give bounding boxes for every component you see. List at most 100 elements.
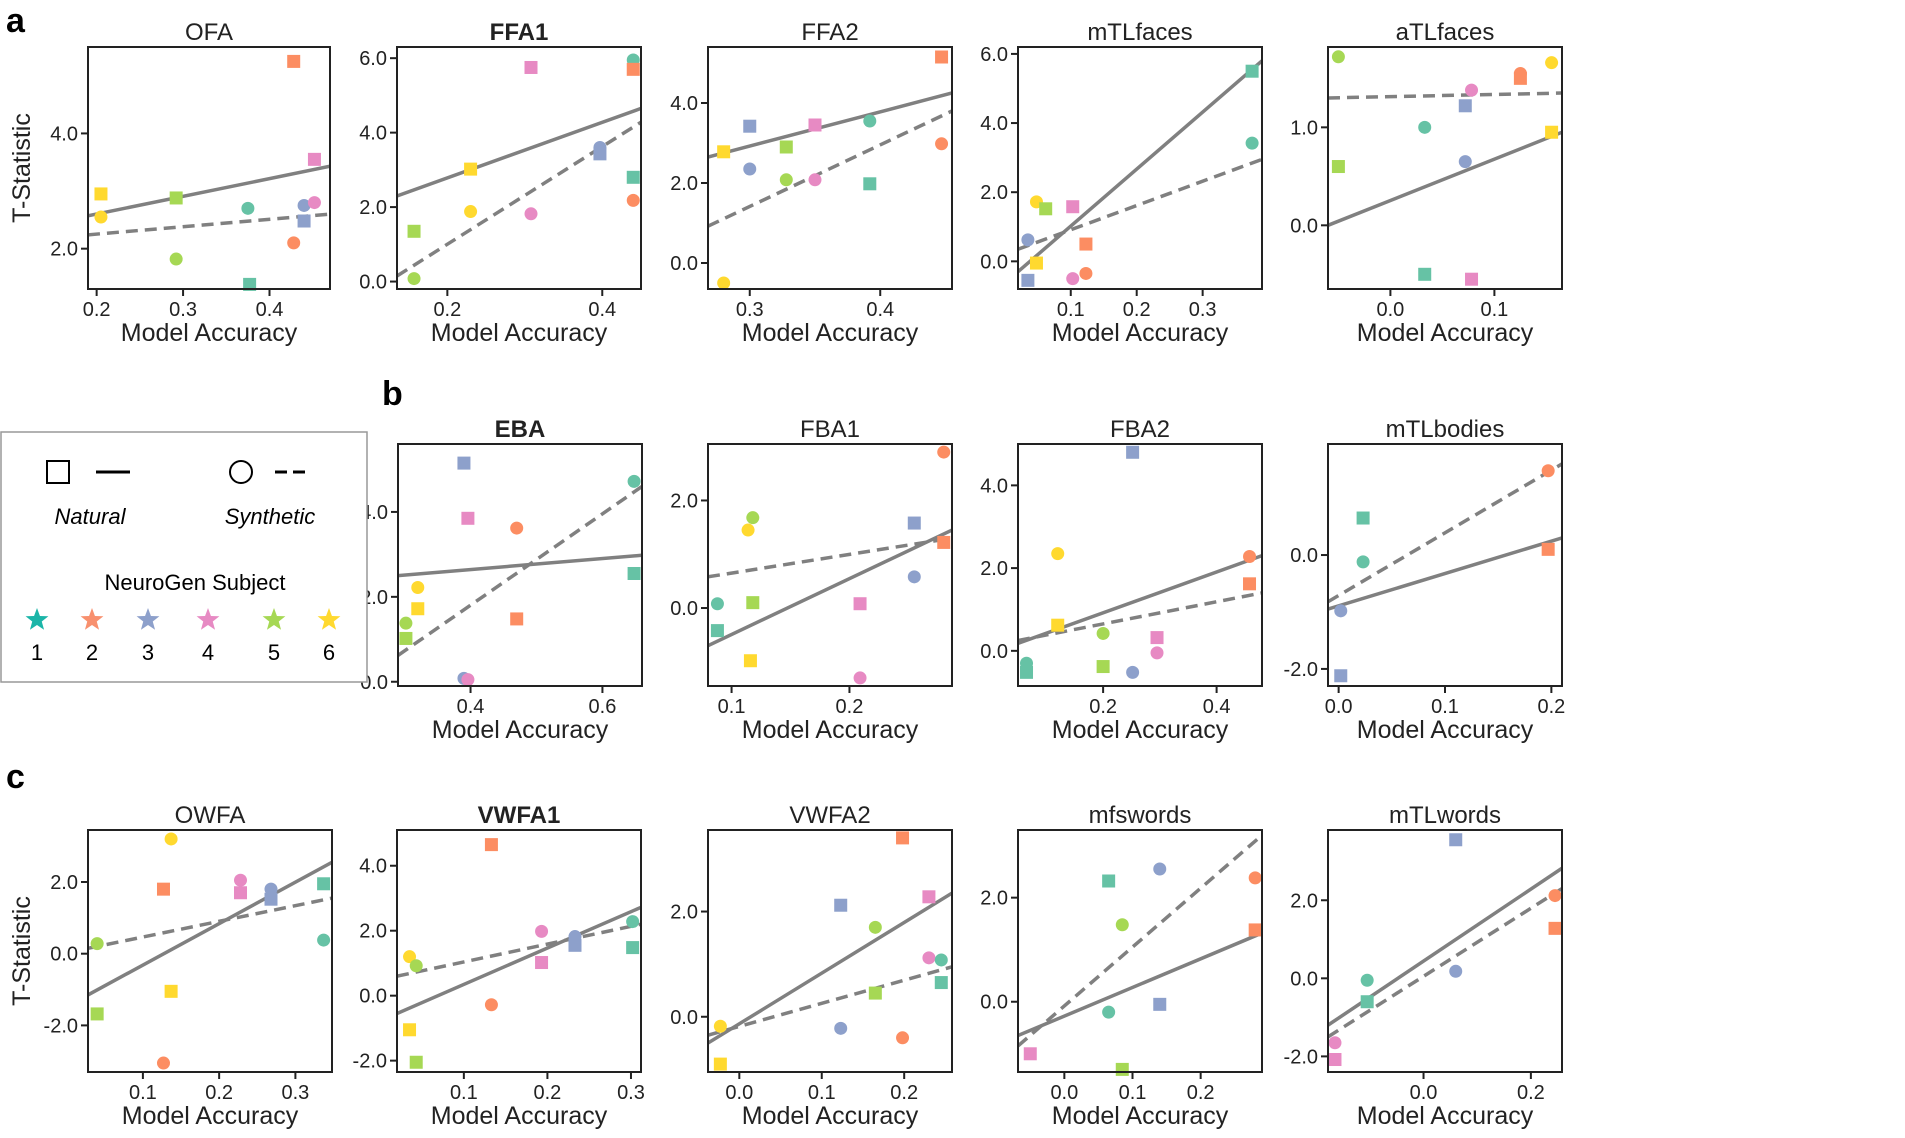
- point-natural-subject-5: [90, 1007, 104, 1021]
- y-tick-label: 0.0: [670, 598, 698, 620]
- point-natural-subject-1: [626, 170, 640, 184]
- x-tick-label: 0.0: [1325, 696, 1353, 718]
- legend-star-subject-3: [136, 608, 160, 630]
- point-synthetic-subject-6: [713, 1019, 727, 1033]
- point-synthetic-subject-2: [937, 445, 951, 459]
- legend-subject-label-5: 5: [268, 640, 280, 665]
- subplot-title: FFA1: [490, 19, 549, 46]
- axes-frame: [1327, 829, 1563, 1073]
- point-natural-subject-3: [1449, 833, 1463, 847]
- natural-fit-line: [397, 905, 641, 1016]
- subplot-title: OWFA: [175, 802, 246, 829]
- natural-fit-line: [1328, 130, 1562, 227]
- x-tick-label: 0.1: [808, 1082, 836, 1104]
- point-synthetic-subject-5: [409, 959, 423, 973]
- natural-fit-line: [708, 891, 952, 1045]
- y-tick-label: 6.0: [359, 48, 387, 70]
- axes-frame: [1017, 46, 1263, 290]
- point-natural-subject-6: [717, 145, 731, 159]
- point-synthetic-subject-1: [1245, 136, 1259, 150]
- point-natural-subject-6: [164, 984, 178, 998]
- point-synthetic-subject-5: [1331, 50, 1345, 64]
- y-axis-label: T-Statistic: [8, 113, 36, 223]
- legend-star-subject-6: [317, 608, 341, 630]
- point-natural-subject-1: [1418, 267, 1432, 281]
- legend-synthetic-label: Synthetic: [225, 504, 316, 529]
- point-natural-subject-2: [156, 882, 170, 896]
- x-tick-label: 0.0: [1376, 299, 1404, 321]
- subplot-atlfaces: 0.0 0.1 0.0 1.0 aTLfaces Model Accuracy: [1290, 19, 1563, 347]
- subplot-ffa1: 0.2 0.4 0.0 2.0 4.0 6.0 FFA1 Model Accuracy: [359, 19, 642, 347]
- y-tick-label: 0.0: [1290, 545, 1318, 567]
- x-tick-label: 0.2: [836, 696, 864, 718]
- point-synthetic-subject-3: [1458, 155, 1472, 169]
- point-synthetic-subject-4: [1066, 272, 1080, 286]
- point-natural-subject-5: [1115, 1062, 1129, 1076]
- point-natural-subject-6: [464, 162, 478, 176]
- point-natural-subject-3: [907, 516, 921, 530]
- natural-fit-line: [1018, 59, 1262, 274]
- panel-label-b: b: [382, 375, 403, 413]
- point-natural-subject-6: [1051, 618, 1065, 632]
- x-tick-label: 0.3: [736, 299, 764, 321]
- axes-frame: [1327, 46, 1563, 290]
- point-synthetic-subject-1: [934, 953, 948, 967]
- x-tick-label: 0.1: [1057, 299, 1085, 321]
- y-tick-label: 1.0: [1290, 117, 1318, 139]
- natural-fit-line: [1328, 536, 1562, 611]
- point-natural-subject-1: [243, 277, 257, 291]
- point-natural-subject-1: [1102, 874, 1116, 888]
- point-natural-subject-5: [407, 224, 421, 238]
- point-synthetic-subject-1: [710, 597, 724, 611]
- point-natural-subject-4: [1150, 631, 1164, 645]
- axes-frame: [707, 443, 953, 687]
- natural-fit-line: [397, 106, 641, 198]
- legend-subject-label-2: 2: [86, 640, 98, 665]
- legend-natural-square: [46, 460, 70, 484]
- axes-frame: [396, 46, 642, 290]
- point-natural-subject-2: [1541, 542, 1555, 556]
- point-synthetic-subject-3: [297, 198, 311, 212]
- synthetic-fit-line: [397, 120, 641, 278]
- x-tick-label: 0.0: [725, 1082, 753, 1104]
- legend-star-subject-2: [80, 608, 104, 630]
- subplot-title: mfswords: [1089, 802, 1192, 829]
- x-tick-label: 0.1: [1431, 696, 1459, 718]
- y-tick-label: -2.0: [1284, 1046, 1318, 1068]
- x-tick-label: 0.2: [205, 1082, 233, 1104]
- point-synthetic-subject-4: [307, 196, 321, 210]
- legend-star-subject-1: [25, 608, 49, 630]
- point-natural-subject-2: [935, 50, 949, 64]
- point-synthetic-subject-3: [1334, 604, 1348, 618]
- x-tick-label: 0.1: [450, 1082, 478, 1104]
- legend: Natural Synthetic NeuroGen Subject 1 2 3 4 5…: [0, 431, 368, 683]
- point-natural-subject-4: [1066, 200, 1080, 214]
- point-natural-subject-6: [1545, 125, 1559, 139]
- y-tick-label: 4.0: [359, 123, 387, 145]
- point-synthetic-subject-6: [403, 950, 417, 964]
- natural-fit-line: [708, 91, 952, 159]
- point-synthetic-subject-5: [1096, 626, 1110, 640]
- y-tick-label: -2.0: [44, 1015, 78, 1037]
- point-synthetic-subject-2: [510, 521, 524, 535]
- x-tick-label: 0.1: [129, 1082, 157, 1104]
- point-natural-subject-2: [484, 838, 498, 852]
- point-synthetic-subject-3: [1449, 964, 1463, 978]
- legend-subject-label-3: 3: [142, 640, 154, 665]
- x-axis-label: Model Accuracy: [1357, 319, 1534, 347]
- point-synthetic-subject-1: [1360, 973, 1374, 987]
- panel-label-a: a: [6, 2, 26, 40]
- point-synthetic-subject-2: [1079, 266, 1093, 280]
- point-natural-subject-5: [1331, 160, 1345, 174]
- axes-frame: [87, 46, 331, 290]
- y-tick-label: 0.0: [980, 641, 1008, 663]
- y-tick-label: 4.0: [359, 856, 387, 878]
- point-natural-subject-5: [169, 191, 183, 205]
- point-natural-subject-6: [411, 602, 425, 616]
- y-tick-label: 2.0: [50, 239, 78, 261]
- point-natural-subject-2: [1248, 923, 1262, 937]
- point-natural-subject-2: [287, 54, 301, 68]
- synthetic-fit-line: [1328, 887, 1562, 1039]
- x-axis-label: Model Accuracy: [121, 319, 298, 347]
- axes-frame: [396, 829, 642, 1073]
